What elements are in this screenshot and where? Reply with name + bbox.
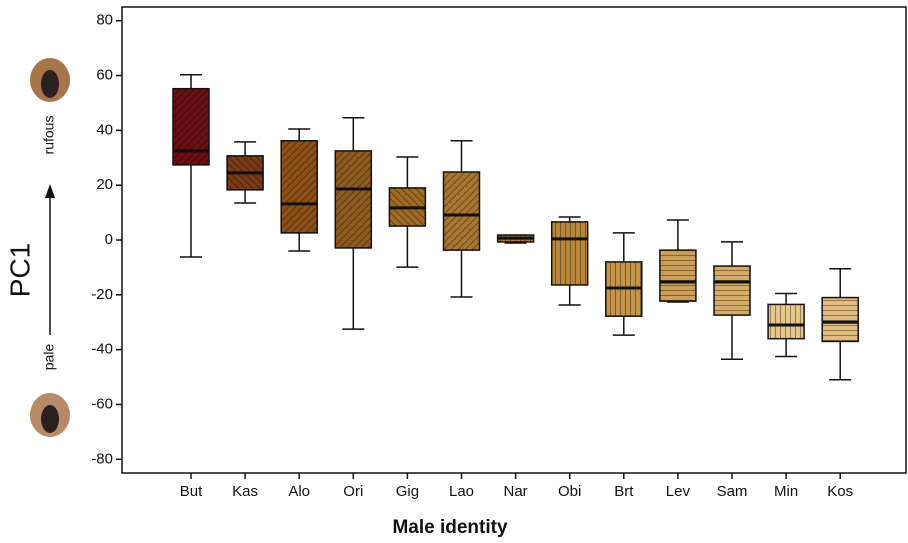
x-tick-label: But [180, 483, 203, 500]
y-tick-label: 80 [96, 12, 113, 29]
box-group [821, 268, 859, 381]
x-axis-label: Male identity [392, 517, 508, 538]
face-icon [30, 58, 70, 437]
x-tick-label: Min [774, 483, 798, 500]
box-group [767, 292, 805, 358]
y-tick-label: 40 [96, 121, 113, 138]
x-tick-label: Brt [614, 483, 634, 500]
y-tick-label: 0 [105, 231, 113, 248]
y-tick-label: -60 [91, 395, 113, 412]
x-tick-label: Ori [343, 483, 363, 500]
box [334, 150, 373, 249]
box-group [388, 156, 427, 268]
box [767, 303, 805, 340]
x-tick-label: Lao [449, 483, 474, 500]
annotation: rufous [41, 116, 57, 155]
box [550, 221, 589, 286]
box-group [496, 234, 535, 244]
y-tick-label: -20 [91, 286, 113, 303]
box [280, 140, 318, 234]
annotation: pale [41, 344, 57, 371]
box-group [442, 140, 481, 298]
x-tick-label: Alo [288, 483, 310, 500]
box [713, 265, 751, 316]
x-tick-label: Kas [232, 483, 258, 500]
box [442, 171, 481, 251]
box-group [226, 141, 264, 204]
arrow-head [45, 184, 55, 198]
box [821, 296, 859, 343]
y-tick-label: 60 [96, 66, 113, 83]
box-group [713, 241, 751, 360]
x-tick-label: Sam [717, 483, 748, 500]
box-group [659, 219, 697, 303]
y-tick-label: -40 [91, 341, 113, 358]
box-group [334, 116, 373, 330]
x-tick-label: Obi [558, 483, 581, 500]
x-tick-label: Kos [827, 483, 853, 500]
x-tick-label: Nar [504, 483, 528, 500]
x-tick-label: Lev [666, 483, 691, 500]
y-tick-label: -80 [91, 450, 113, 467]
box-group [280, 128, 318, 252]
y-axis-label: PC1 [4, 243, 35, 297]
box-group [605, 232, 643, 336]
box-group [172, 73, 210, 258]
box [659, 249, 697, 302]
box [172, 87, 210, 166]
x-tick-label: Gig [396, 483, 419, 500]
box-group [550, 216, 589, 306]
y-tick-label: 20 [96, 176, 113, 193]
